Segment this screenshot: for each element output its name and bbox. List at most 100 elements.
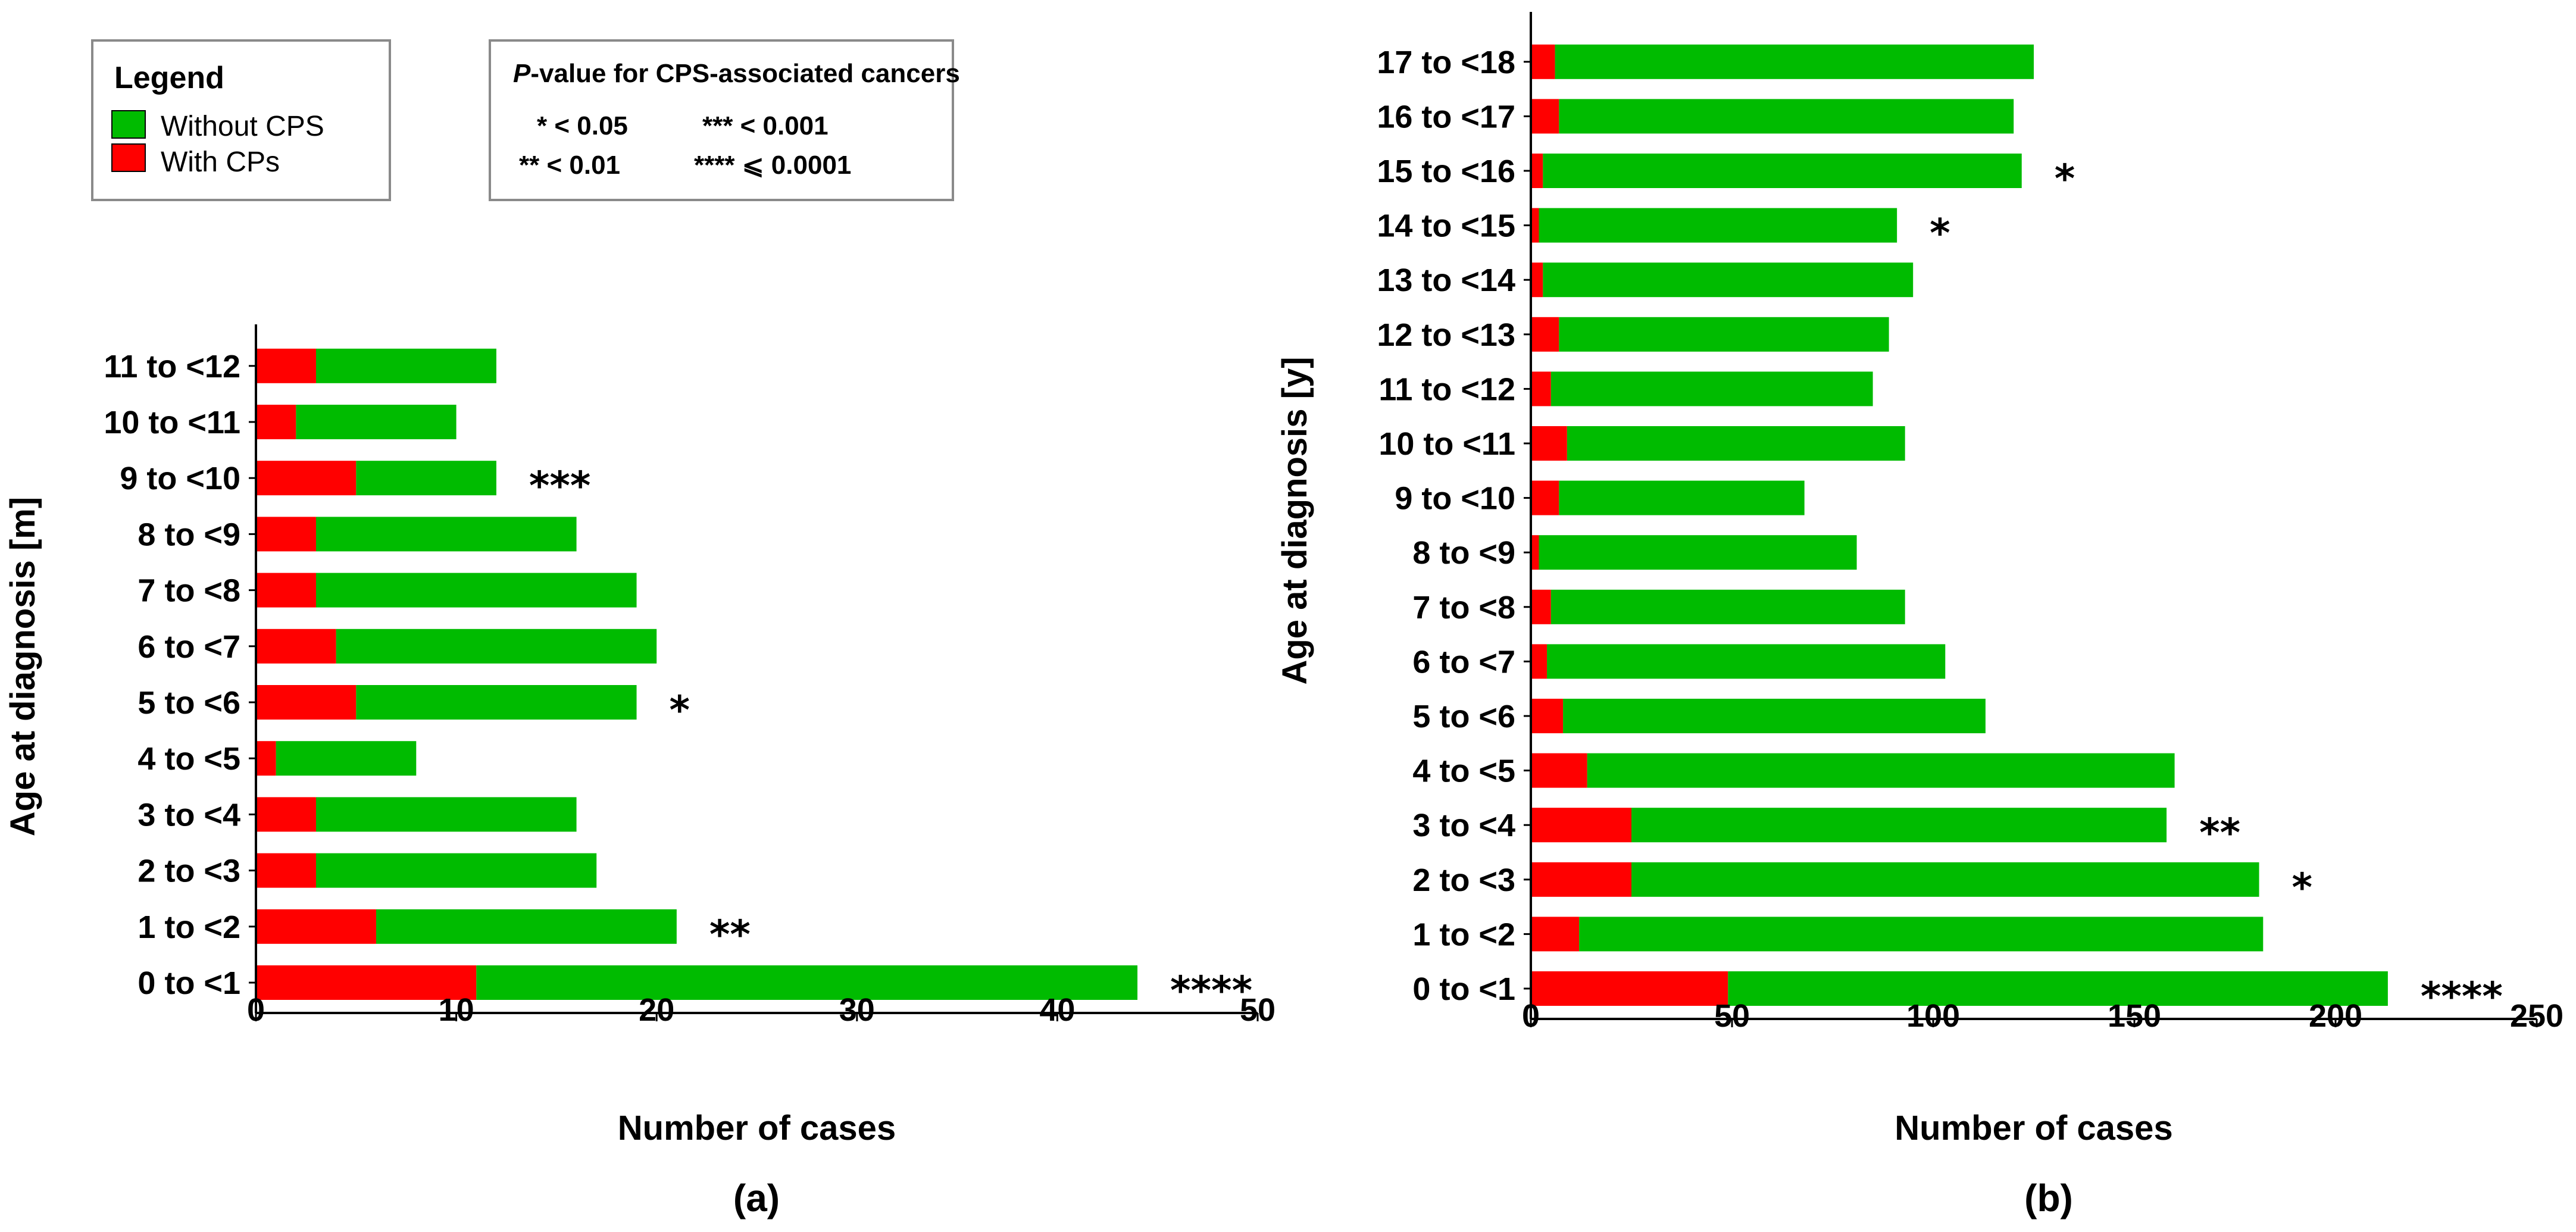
bar-with-cps	[256, 741, 276, 776]
bar-without-cps	[1631, 808, 2167, 843]
pvalue-entry: **** ⩽ 0.0001	[694, 151, 851, 180]
y-tick-label: 7 to <8	[1412, 590, 1515, 626]
y-tick-label: 5 to <6	[1412, 699, 1515, 734]
bar-with-cps	[1531, 699, 1564, 733]
significance-annotation: **	[2199, 810, 2240, 856]
y-tick-label: 7 to <8	[137, 573, 240, 609]
y-axis-title: Age at diagnosis [m]	[4, 497, 42, 836]
bar-with-cps	[256, 405, 296, 439]
bar-without-cps	[1547, 644, 1946, 679]
pvalue-entry: *** < 0.001	[702, 111, 829, 140]
y-tick-label: 11 to <12	[104, 349, 240, 384]
bar-with-cps	[1531, 971, 1728, 1006]
y-tick-label: 15 to <16	[1377, 154, 1515, 189]
y-tick-label: 0 to <1	[1412, 971, 1515, 1007]
legend-swatch-without-cps	[111, 110, 146, 139]
bar-without-cps	[1539, 208, 1897, 243]
bar-with-cps	[256, 461, 357, 496]
bar-with-cps	[256, 573, 316, 608]
bar-with-cps	[1531, 917, 1580, 952]
bar-without-cps	[1559, 99, 2014, 134]
bar-without-cps	[1539, 535, 1857, 570]
bar-without-cps	[315, 797, 577, 832]
bar-with-cps	[1531, 99, 1559, 134]
pvalue-entry: ** < 0.01	[519, 151, 620, 180]
x-axis-title: Number of cases	[618, 1109, 896, 1147]
y-tick-label: 3 to <4	[1412, 808, 1515, 843]
x-tick-label: 40	[1039, 992, 1075, 1028]
bar-with-cps	[1531, 862, 1631, 897]
bar-without-cps	[1550, 371, 1873, 407]
bar-without-cps	[1567, 426, 1905, 461]
bar-without-cps	[1579, 917, 2264, 952]
bar-without-cps	[1559, 317, 1889, 352]
pvalue-entry: * < 0.05	[537, 111, 628, 140]
bar-with-cps	[1531, 808, 1631, 843]
bar-with-cps	[1531, 208, 1539, 243]
significance-annotation: ****	[2421, 974, 2503, 1020]
x-tick-label: 250	[2510, 998, 2564, 1034]
bar-with-cps	[1531, 154, 1543, 188]
chart-panel-a: 0 to <1 ****1 to <2 **2 to <33 to <44 to <…	[4, 324, 1276, 1220]
significance-annotation: ***	[529, 463, 591, 509]
y-tick-label: 10 to <11	[104, 405, 240, 440]
pvalue-frame	[489, 39, 954, 201]
bar-without-cps	[1631, 862, 2259, 897]
bar-without-cps	[356, 461, 496, 496]
significance-annotation: *	[1930, 211, 1950, 257]
pvalue-box: P-value for CPS-associated cancers * < 0…	[489, 39, 960, 201]
legend-title: Legend	[114, 61, 224, 95]
x-tick-label: 50	[1714, 998, 1750, 1034]
bar-with-cps	[256, 797, 316, 832]
bar-without-cps	[336, 628, 657, 664]
y-tick-label: 13 to <14	[1377, 262, 1515, 298]
y-tick-label: 4 to <5	[137, 741, 240, 777]
y-tick-label: 14 to <15	[1377, 208, 1515, 244]
y-tick-label: 12 to <13	[1377, 317, 1515, 353]
bar-without-cps	[276, 741, 417, 776]
y-tick-label: 1 to <2	[1412, 917, 1515, 952]
bar-with-cps	[1531, 589, 1551, 624]
y-tick-label: 0 to <1	[137, 965, 240, 1001]
y-tick-label: 17 to <18	[1377, 45, 1515, 80]
x-tick-label: 0	[247, 992, 265, 1028]
bar-without-cps	[315, 348, 496, 383]
bar-with-cps	[1531, 371, 1551, 407]
significance-annotation: ****	[1170, 968, 1252, 1014]
bar-without-cps	[296, 405, 457, 439]
bar-with-cps	[256, 685, 357, 720]
y-tick-label: 6 to <7	[1412, 644, 1515, 680]
bar-without-cps	[1543, 154, 2022, 188]
y-tick-label: 3 to <4	[137, 797, 240, 833]
x-tick-label: 30	[839, 992, 875, 1028]
panel-label: (b)	[2024, 1177, 2073, 1220]
bar-with-cps	[1531, 644, 1548, 679]
legend: Legend Without CPS With CPs	[91, 39, 391, 201]
x-tick-label: 20	[639, 992, 674, 1028]
bar-with-cps	[1531, 753, 1587, 788]
bar-with-cps	[1531, 44, 1555, 79]
bar-without-cps	[1550, 589, 1905, 624]
bar-without-cps	[376, 909, 677, 944]
x-tick-label: 50	[1240, 992, 1276, 1028]
y-tick-label: 8 to <9	[137, 517, 240, 552]
y-tick-label: 16 to <17	[1377, 99, 1515, 135]
bar-with-cps	[256, 853, 316, 888]
y-tick-label: 2 to <3	[1412, 862, 1515, 898]
bar-without-cps	[1559, 480, 1805, 515]
y-tick-label: 9 to <10	[120, 461, 240, 496]
bar-with-cps	[1531, 480, 1559, 515]
bar-without-cps	[1563, 699, 1986, 733]
significance-annotation: *	[670, 687, 690, 733]
chart-panel-b: 0 to <1 ****1 to <22 to <3 *3 to <4 **4 to …	[1276, 12, 2564, 1220]
y-axis-title: Age at diagnosis [y]	[1276, 357, 1314, 684]
pvalue-title: P-value for CPS-associated cancers	[513, 59, 960, 88]
significance-annotation: *	[2292, 865, 2313, 911]
x-axis-title: Number of cases	[1895, 1109, 2172, 1147]
bar-with-cps	[256, 517, 316, 552]
x-tick-label: 150	[2108, 998, 2161, 1034]
y-tick-label: 9 to <10	[1395, 481, 1515, 517]
y-tick-label: 8 to <9	[1412, 535, 1515, 571]
bar-without-cps	[315, 573, 637, 608]
